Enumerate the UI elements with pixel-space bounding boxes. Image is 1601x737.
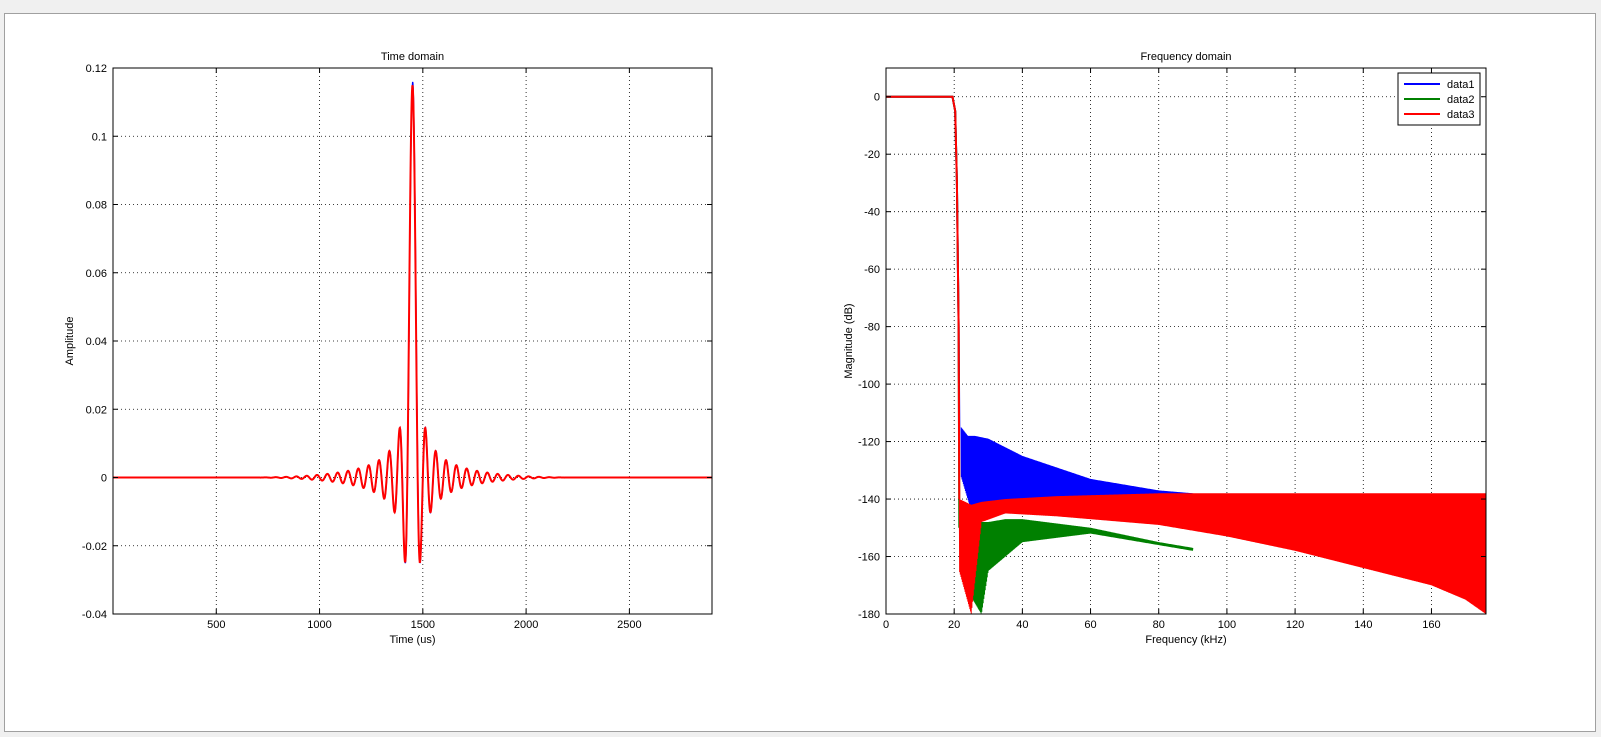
y-tick-label: -0.02 <box>82 541 107 553</box>
series-data3 <box>886 95 1486 614</box>
y-tick-label: -60 <box>864 264 880 276</box>
y-tick-label: 0.06 <box>86 268 107 280</box>
plot-title: Time domain <box>381 51 444 63</box>
x-tick-label: 1000 <box>307 619 331 631</box>
x-tick-label: 80 <box>1153 619 1165 631</box>
y-tick-label: -80 <box>864 322 880 334</box>
y-tick-label: -20 <box>864 149 880 161</box>
y-tick-label: 0.08 <box>86 200 107 212</box>
y-tick-label: -160 <box>858 552 880 564</box>
y-tick-label: -180 <box>858 609 880 621</box>
y-axis-label: Amplitude <box>64 317 76 366</box>
y-tick-label: 0.12 <box>86 63 107 75</box>
grid <box>113 67 712 615</box>
x-tick-label: 40 <box>1016 619 1028 631</box>
x-tick-label: 500 <box>207 619 225 631</box>
y-tick-label: 0.1 <box>92 131 107 143</box>
x-tick-label: 160 <box>1422 619 1440 631</box>
x-tick-label: 1500 <box>411 619 435 631</box>
x-tick-label: 100 <box>1218 619 1236 631</box>
x-axis-label: Time (us) <box>389 634 435 646</box>
axes-box <box>885 67 1487 615</box>
y-tick-label: -120 <box>858 437 880 449</box>
x-tick-label: 60 <box>1084 619 1096 631</box>
y-tick-label: 0.04 <box>86 336 107 348</box>
y-tick-label: 0 <box>874 92 880 104</box>
legend-label-data2: data2 <box>1447 94 1475 106</box>
time-domain-axes[interactable]: 500 1000 1500 2000 2500 -0.04 -0.02 0 0.02 0.04 0.… <box>64 51 713 646</box>
y-tick-label: 0.02 <box>86 404 107 416</box>
legend-label-data3: data3 <box>1447 109 1475 121</box>
x-tick-label: 20 <box>948 619 960 631</box>
x-tick-label: 140 <box>1354 619 1372 631</box>
y-tick-label: 0 <box>101 473 107 485</box>
x-tick-label: 120 <box>1286 619 1304 631</box>
plot-title: Frequency domain <box>1140 51 1231 63</box>
x-tick-label: 0 <box>883 619 889 631</box>
frequency-domain-axes[interactable]: 0 20 40 60 80 100 120 140 160 -180 -160 -140 -120 -10… <box>843 51 1487 646</box>
data2-stopband-line <box>967 519 1194 614</box>
series-red-line <box>113 84 712 563</box>
x-axis-label: Frequency (kHz) <box>1145 634 1226 646</box>
y-tick-label: -40 <box>864 207 880 219</box>
y-tick-label: -140 <box>858 494 880 506</box>
y-tick-label: -100 <box>858 379 880 391</box>
plot-area[interactable] <box>113 68 712 614</box>
data3-stopband-line <box>958 493 1486 614</box>
y-axis-label: Magnitude (dB) <box>843 303 855 378</box>
y-tick-label: -0.04 <box>82 609 107 621</box>
x-tick-label: 2000 <box>514 619 538 631</box>
x-tick-label: 2500 <box>617 619 641 631</box>
legend[interactable]: data1 data2 data3 <box>1397 72 1481 126</box>
legend-label-data1: data1 <box>1447 79 1475 91</box>
data3-passband-line <box>886 95 961 500</box>
